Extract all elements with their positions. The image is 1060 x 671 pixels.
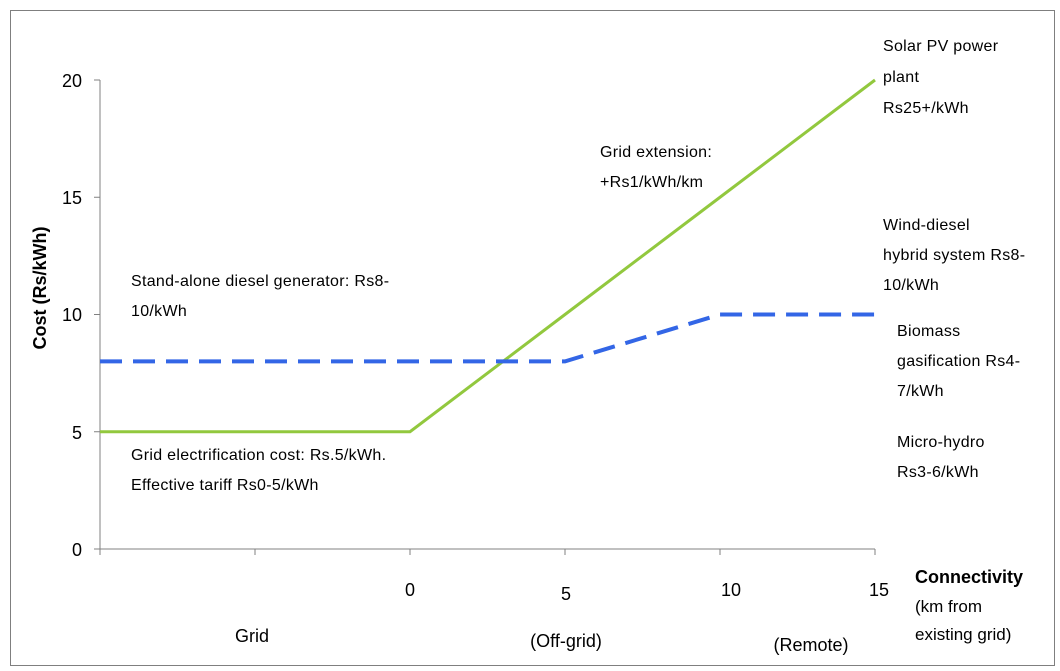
x-tick-label: 10	[721, 580, 741, 600]
y-tick-label: 5	[72, 423, 82, 443]
y-tick-label: 10	[62, 305, 82, 325]
chart-frame	[10, 10, 1055, 666]
region-label-remote: (Remote)	[773, 635, 848, 655]
series-line-solid	[100, 78, 876, 434]
x-axis-title: Connectivity	[915, 567, 1023, 587]
annotation-micro-hydro: Micro-hydro Rs3-6/kWh	[897, 434, 990, 481]
x-axis-subtitle-line1: (km from	[915, 597, 982, 616]
x-tick-label: 5	[561, 584, 571, 604]
series-group	[100, 78, 876, 434]
annotation-wind-diesel: Wind-diesel hybrid system Rs8- 10/kWh	[883, 217, 1030, 294]
y-axis-title: Cost (Rs/kWh)	[30, 227, 50, 350]
y-tick-label: 15	[62, 188, 82, 208]
y-tick-marks	[94, 79, 100, 550]
x-tick-label: 0	[405, 580, 415, 600]
x-tick-marks	[99, 549, 876, 555]
x-axis-subtitle-line2: existing grid)	[915, 625, 1011, 644]
annotation-grid-cost: Grid electrification cost: Rs.5/kWh. Eff…	[131, 447, 391, 494]
x-tick-label: 15	[869, 580, 889, 600]
annotation-solar: Solar PV power plant Rs25+/kWh	[883, 38, 1003, 117]
region-label-grid: Grid	[235, 626, 269, 646]
annotation-biomass: Biomass gasification Rs4- 7/kWh	[897, 323, 1025, 400]
y-tick-label: 0	[72, 540, 82, 560]
region-label-off-grid: (Off-grid)	[530, 631, 602, 651]
y-tick-label: 20	[62, 71, 82, 91]
series-line-dashed	[100, 312, 875, 364]
annotation-grid-extension: Grid extension: +Rs1/kWh/km	[600, 144, 717, 191]
annotation-diesel-generator: Stand-alone diesel generator: Rs8- 10/kW…	[131, 273, 394, 320]
